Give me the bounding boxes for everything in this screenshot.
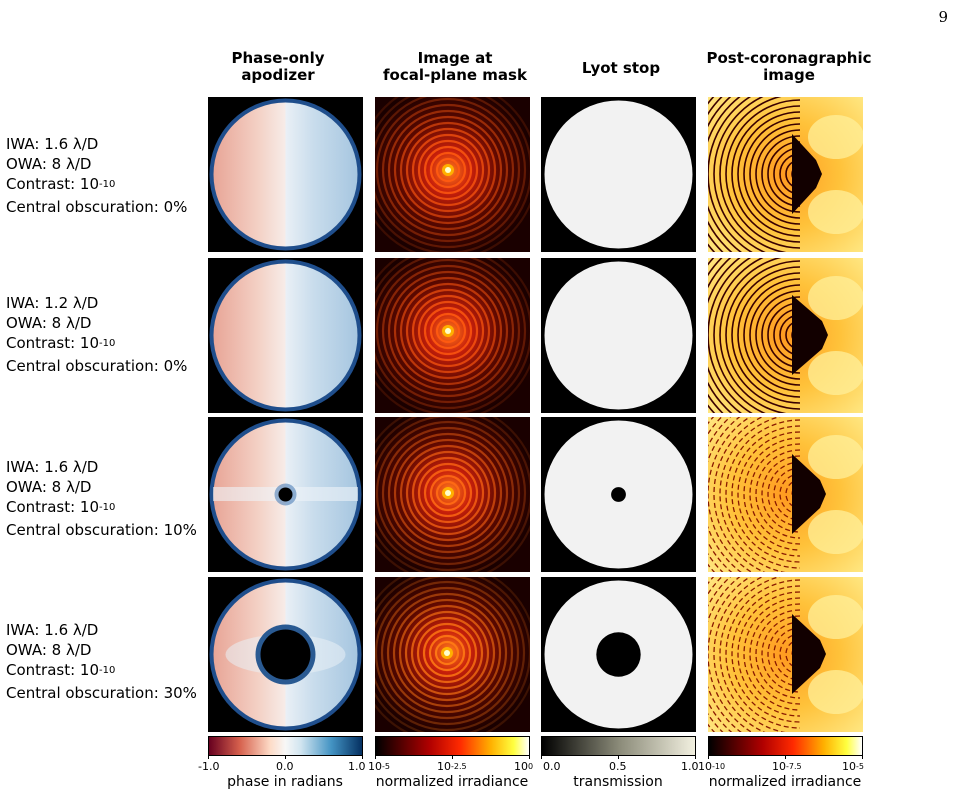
colorbar-post-irradiance: [708, 736, 863, 756]
post-coronagraphic-panel: [708, 97, 863, 252]
column-header-focal-plane: Image at focal-plane mask: [370, 50, 540, 84]
focal-plane-image-panel: [375, 577, 530, 732]
colorbar-tick-label: -1.0: [198, 760, 220, 773]
colorbar-tick: [541, 755, 542, 759]
colorbar-tick-label: 100: [514, 760, 534, 773]
column-title-line2: apodizer: [241, 66, 315, 84]
apodizer-panel: [208, 417, 363, 572]
row-obscuration: Central obscuration: 10%: [6, 521, 197, 539]
colorbar-tick-label: 0.0: [543, 760, 561, 773]
colorbar-label-phase: phase in radians: [227, 774, 343, 790]
column-title-line2: focal-plane mask: [383, 66, 527, 84]
colorbar-tick-label: 10-7.5: [772, 760, 802, 773]
post-coronagraphic-panel: [708, 417, 863, 572]
colorbar-tick: [362, 755, 363, 759]
row-contrast: Contrast: 10-10: [6, 498, 116, 516]
column-header-post-coronagraphic: Post-coronagraphic image: [704, 50, 874, 84]
column-title-line2: image: [763, 66, 815, 84]
focal-plane-image-panel: [375, 258, 530, 413]
row-owa: OWA: 8 λ/D: [6, 314, 92, 332]
column-title-line1: Post-coronagraphic: [706, 49, 872, 67]
apodizer-panel: [208, 577, 363, 732]
colorbar-label-focal-irradiance: normalized irradiance: [375, 774, 529, 790]
apodizer-panel: [208, 258, 363, 413]
colorbar-label-post-irradiance: normalized irradiance: [708, 774, 862, 790]
row-obscuration: Central obscuration: 30%: [6, 684, 197, 702]
row-label-1: IWA: 1.6 λ/D OWA: 8 λ/D Contrast: 10-10 …: [6, 134, 187, 217]
colorbar-tick-label: 1.0: [681, 760, 699, 773]
colorbar-tick: [452, 755, 453, 759]
row-obscuration: Central obscuration: 0%: [6, 357, 188, 375]
colorbar-tick: [862, 755, 863, 759]
column-header-lyot-stop: Lyot stop: [536, 60, 706, 77]
lyot-stop-panel: [541, 417, 696, 572]
row-owa: OWA: 8 λ/D: [6, 641, 92, 659]
post-coronagraphic-panel: [708, 577, 863, 732]
lyot-stop-panel: [541, 97, 696, 252]
row-contrast: Contrast: 10-10: [6, 175, 116, 193]
column-title-line1: Image at: [417, 49, 493, 67]
column-header-apodizer: Phase-only apodizer: [193, 50, 363, 84]
row-owa: OWA: 8 λ/D: [6, 478, 92, 496]
apodizer-panel: [208, 97, 363, 252]
page-number: 9: [938, 8, 948, 26]
colorbar-tick: [529, 755, 530, 759]
colorbar-tick-label: 10-5: [842, 760, 864, 773]
row-iwa: IWA: 1.6 λ/D: [6, 621, 99, 639]
colorbar-tick-label: 10-10: [698, 760, 726, 773]
lyot-stop-panel: [541, 577, 696, 732]
colorbar-tick: [285, 755, 286, 759]
row-obscuration: Central obscuration: 0%: [6, 198, 188, 216]
column-title-line1: Lyot stop: [581, 59, 661, 77]
colorbar-phase: [208, 736, 363, 756]
colorbar-tick: [618, 755, 619, 759]
post-coronagraphic-panel: [708, 258, 863, 413]
colorbar-label-transmission: transmission: [573, 774, 663, 790]
row-iwa: IWA: 1.6 λ/D: [6, 135, 99, 153]
row-iwa: IWA: 1.2 λ/D: [6, 294, 99, 312]
row-iwa: IWA: 1.6 λ/D: [6, 458, 99, 476]
colorbar-tick: [208, 755, 209, 759]
row-contrast: Contrast: 10-10: [6, 661, 116, 679]
focal-plane-image-panel: [375, 97, 530, 252]
colorbar-tick-label: 0.0: [276, 760, 294, 773]
colorbar-transmission: [541, 736, 696, 756]
colorbar-tick-label: 10-5: [368, 760, 390, 773]
colorbar-tick: [708, 755, 709, 759]
row-label-3: IWA: 1.6 λ/D OWA: 8 λ/D Contrast: 10-10 …: [6, 457, 197, 540]
colorbar-tick: [375, 755, 376, 759]
row-contrast: Contrast: 10-10: [6, 334, 116, 352]
focal-plane-image-panel: [375, 417, 530, 572]
row-label-4: IWA: 1.6 λ/D OWA: 8 λ/D Contrast: 10-10 …: [6, 620, 197, 703]
colorbar-tick: [785, 755, 786, 759]
colorbar-tick-label: 1.0: [348, 760, 366, 773]
lyot-stop-panel: [541, 258, 696, 413]
colorbar-tick: [695, 755, 696, 759]
row-label-2: IWA: 1.2 λ/D OWA: 8 λ/D Contrast: 10-10 …: [6, 293, 187, 376]
column-title-line1: Phase-only: [231, 49, 325, 67]
row-owa: OWA: 8 λ/D: [6, 155, 92, 173]
colorbar-tick-label: 0.5: [609, 760, 627, 773]
colorbar-tick-label: 10-2.5: [437, 760, 467, 773]
colorbar-focal-irradiance: [375, 736, 530, 756]
